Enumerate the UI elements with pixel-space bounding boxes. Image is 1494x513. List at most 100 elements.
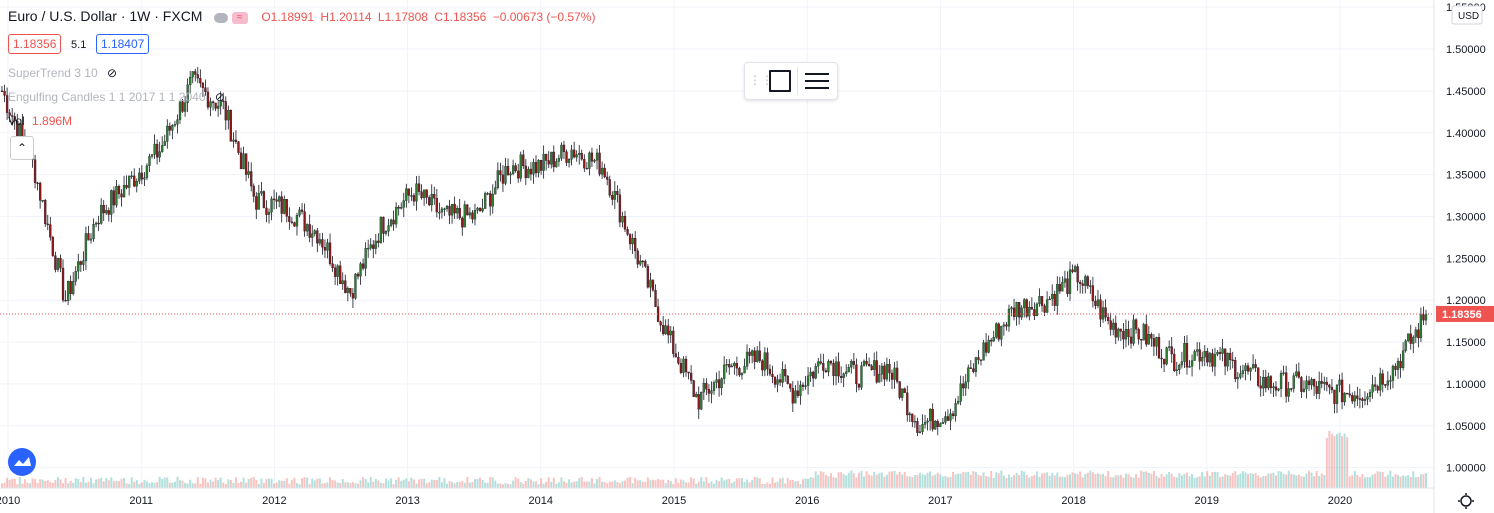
volume-bar <box>1193 477 1196 488</box>
volume-bar <box>311 478 314 488</box>
volume-bar <box>738 478 741 488</box>
volume-bar <box>1002 475 1005 488</box>
settings-lines-icon[interactable] <box>805 71 829 89</box>
currency-badge[interactable]: USD <box>1451 5 1483 25</box>
volume-bar <box>341 478 344 488</box>
candle-body <box>1122 331 1125 340</box>
ohlc-high: H1.20114 <box>320 10 372 24</box>
candle-body <box>364 247 367 269</box>
volume-bar <box>316 478 319 488</box>
time-tick-label: 2010 <box>0 495 20 507</box>
indicator-volume[interactable]: Vol 1.896M <box>8 114 72 128</box>
candle-body <box>100 204 103 224</box>
tradingview-logo-icon[interactable] <box>8 448 36 476</box>
candle-body <box>234 139 238 142</box>
candle-body <box>191 71 194 78</box>
rectangle-tool-icon[interactable] <box>769 70 791 92</box>
candle-body <box>394 206 398 225</box>
candle-body <box>684 358 688 373</box>
candle-body <box>1246 365 1250 372</box>
candle-body <box>1419 314 1423 339</box>
volume-bar <box>138 483 141 488</box>
volume-bar <box>446 483 448 488</box>
volume-bar <box>1236 474 1239 488</box>
candle-body <box>778 379 782 383</box>
price-tick-label: 1.20000 <box>1446 295 1486 307</box>
candle-body <box>857 383 861 388</box>
indicator-engulfing[interactable]: Engulfing Candles 1 1 2017 1 1 2040 ⊘ <box>8 90 225 104</box>
volume-bar <box>1173 476 1176 488</box>
candle-body <box>1409 333 1412 344</box>
candle-body <box>298 209 301 216</box>
candle-body <box>1094 300 1097 306</box>
candle-body <box>323 247 327 251</box>
volume-bar <box>850 470 853 488</box>
drag-handle-icon[interactable]: ⋮⋮ <box>749 73 773 87</box>
candle-body <box>163 141 166 146</box>
volume-bar <box>407 481 410 488</box>
candle-body <box>1381 373 1384 385</box>
candle-body <box>527 168 530 179</box>
candle-body <box>969 367 972 369</box>
eye-hidden-icon[interactable]: ⊘ <box>106 66 118 80</box>
volume-bar <box>16 484 19 488</box>
volume-bar <box>1191 474 1194 488</box>
volume-bar <box>527 477 530 488</box>
candle-body <box>270 198 273 213</box>
volume-bar <box>1226 475 1229 488</box>
volume-bar <box>151 482 154 488</box>
sell-price-button[interactable]: 1.18356 <box>8 34 62 54</box>
volume-bar <box>168 482 171 488</box>
candle-body <box>402 200 405 208</box>
volume-bar <box>740 478 743 488</box>
candle-body <box>898 381 901 398</box>
volume-bar <box>1140 470 1143 488</box>
candle-body <box>341 280 344 285</box>
candle-body <box>303 211 306 232</box>
volume-bar <box>1099 474 1102 488</box>
candle-body <box>606 176 609 180</box>
indicator-supertrend[interactable]: SuperTrend 3 10 ⊘ <box>8 66 117 80</box>
compare-wave-icon[interactable]: ≈ <box>231 11 248 24</box>
volume-bar <box>346 482 349 488</box>
candle-body <box>679 363 683 373</box>
eye-hidden-icon[interactable]: ⊘ <box>214 90 225 104</box>
symbol-title[interactable]: Euro / U.S. Dollar · 1W · FXCM <box>8 8 203 24</box>
candle-body <box>150 154 154 157</box>
volume-bar <box>540 478 543 488</box>
candle-body <box>845 371 848 374</box>
candle-body <box>1389 380 1392 382</box>
settings-gear-icon[interactable] <box>1458 493 1474 509</box>
candle-body <box>1396 360 1400 370</box>
time-tick-label: 2012 <box>262 495 286 507</box>
candle-body <box>598 152 601 175</box>
candle-body <box>1040 296 1044 306</box>
candle-body <box>463 204 466 228</box>
candle-body <box>786 375 789 384</box>
candle-body <box>224 101 227 121</box>
candle-body <box>387 225 390 232</box>
volume-bar <box>62 483 65 488</box>
volume-bar <box>1020 470 1023 488</box>
volume-bar <box>863 476 866 488</box>
volume-bar <box>789 480 792 488</box>
volume-bar <box>1109 477 1112 488</box>
candle-body <box>911 413 914 422</box>
candle-body <box>735 363 739 369</box>
volume-bar <box>1328 430 1331 488</box>
candle-body <box>374 240 377 249</box>
candle-body <box>972 368 975 372</box>
buy-price-button[interactable]: 1.18407 <box>95 34 150 54</box>
candle-body <box>860 365 863 388</box>
candle-body <box>1015 302 1018 317</box>
candle-body <box>1417 329 1420 339</box>
collapse-legend-button[interactable]: ⌃ <box>10 136 34 160</box>
volume-bar <box>692 478 695 488</box>
spread-value: 5.1 <box>71 39 87 51</box>
candle-body <box>1269 376 1273 389</box>
volume-bar <box>657 478 660 488</box>
volume-bar <box>255 479 258 488</box>
time-tick-label: 2014 <box>529 495 553 507</box>
hide-circle-icon[interactable] <box>214 12 229 23</box>
